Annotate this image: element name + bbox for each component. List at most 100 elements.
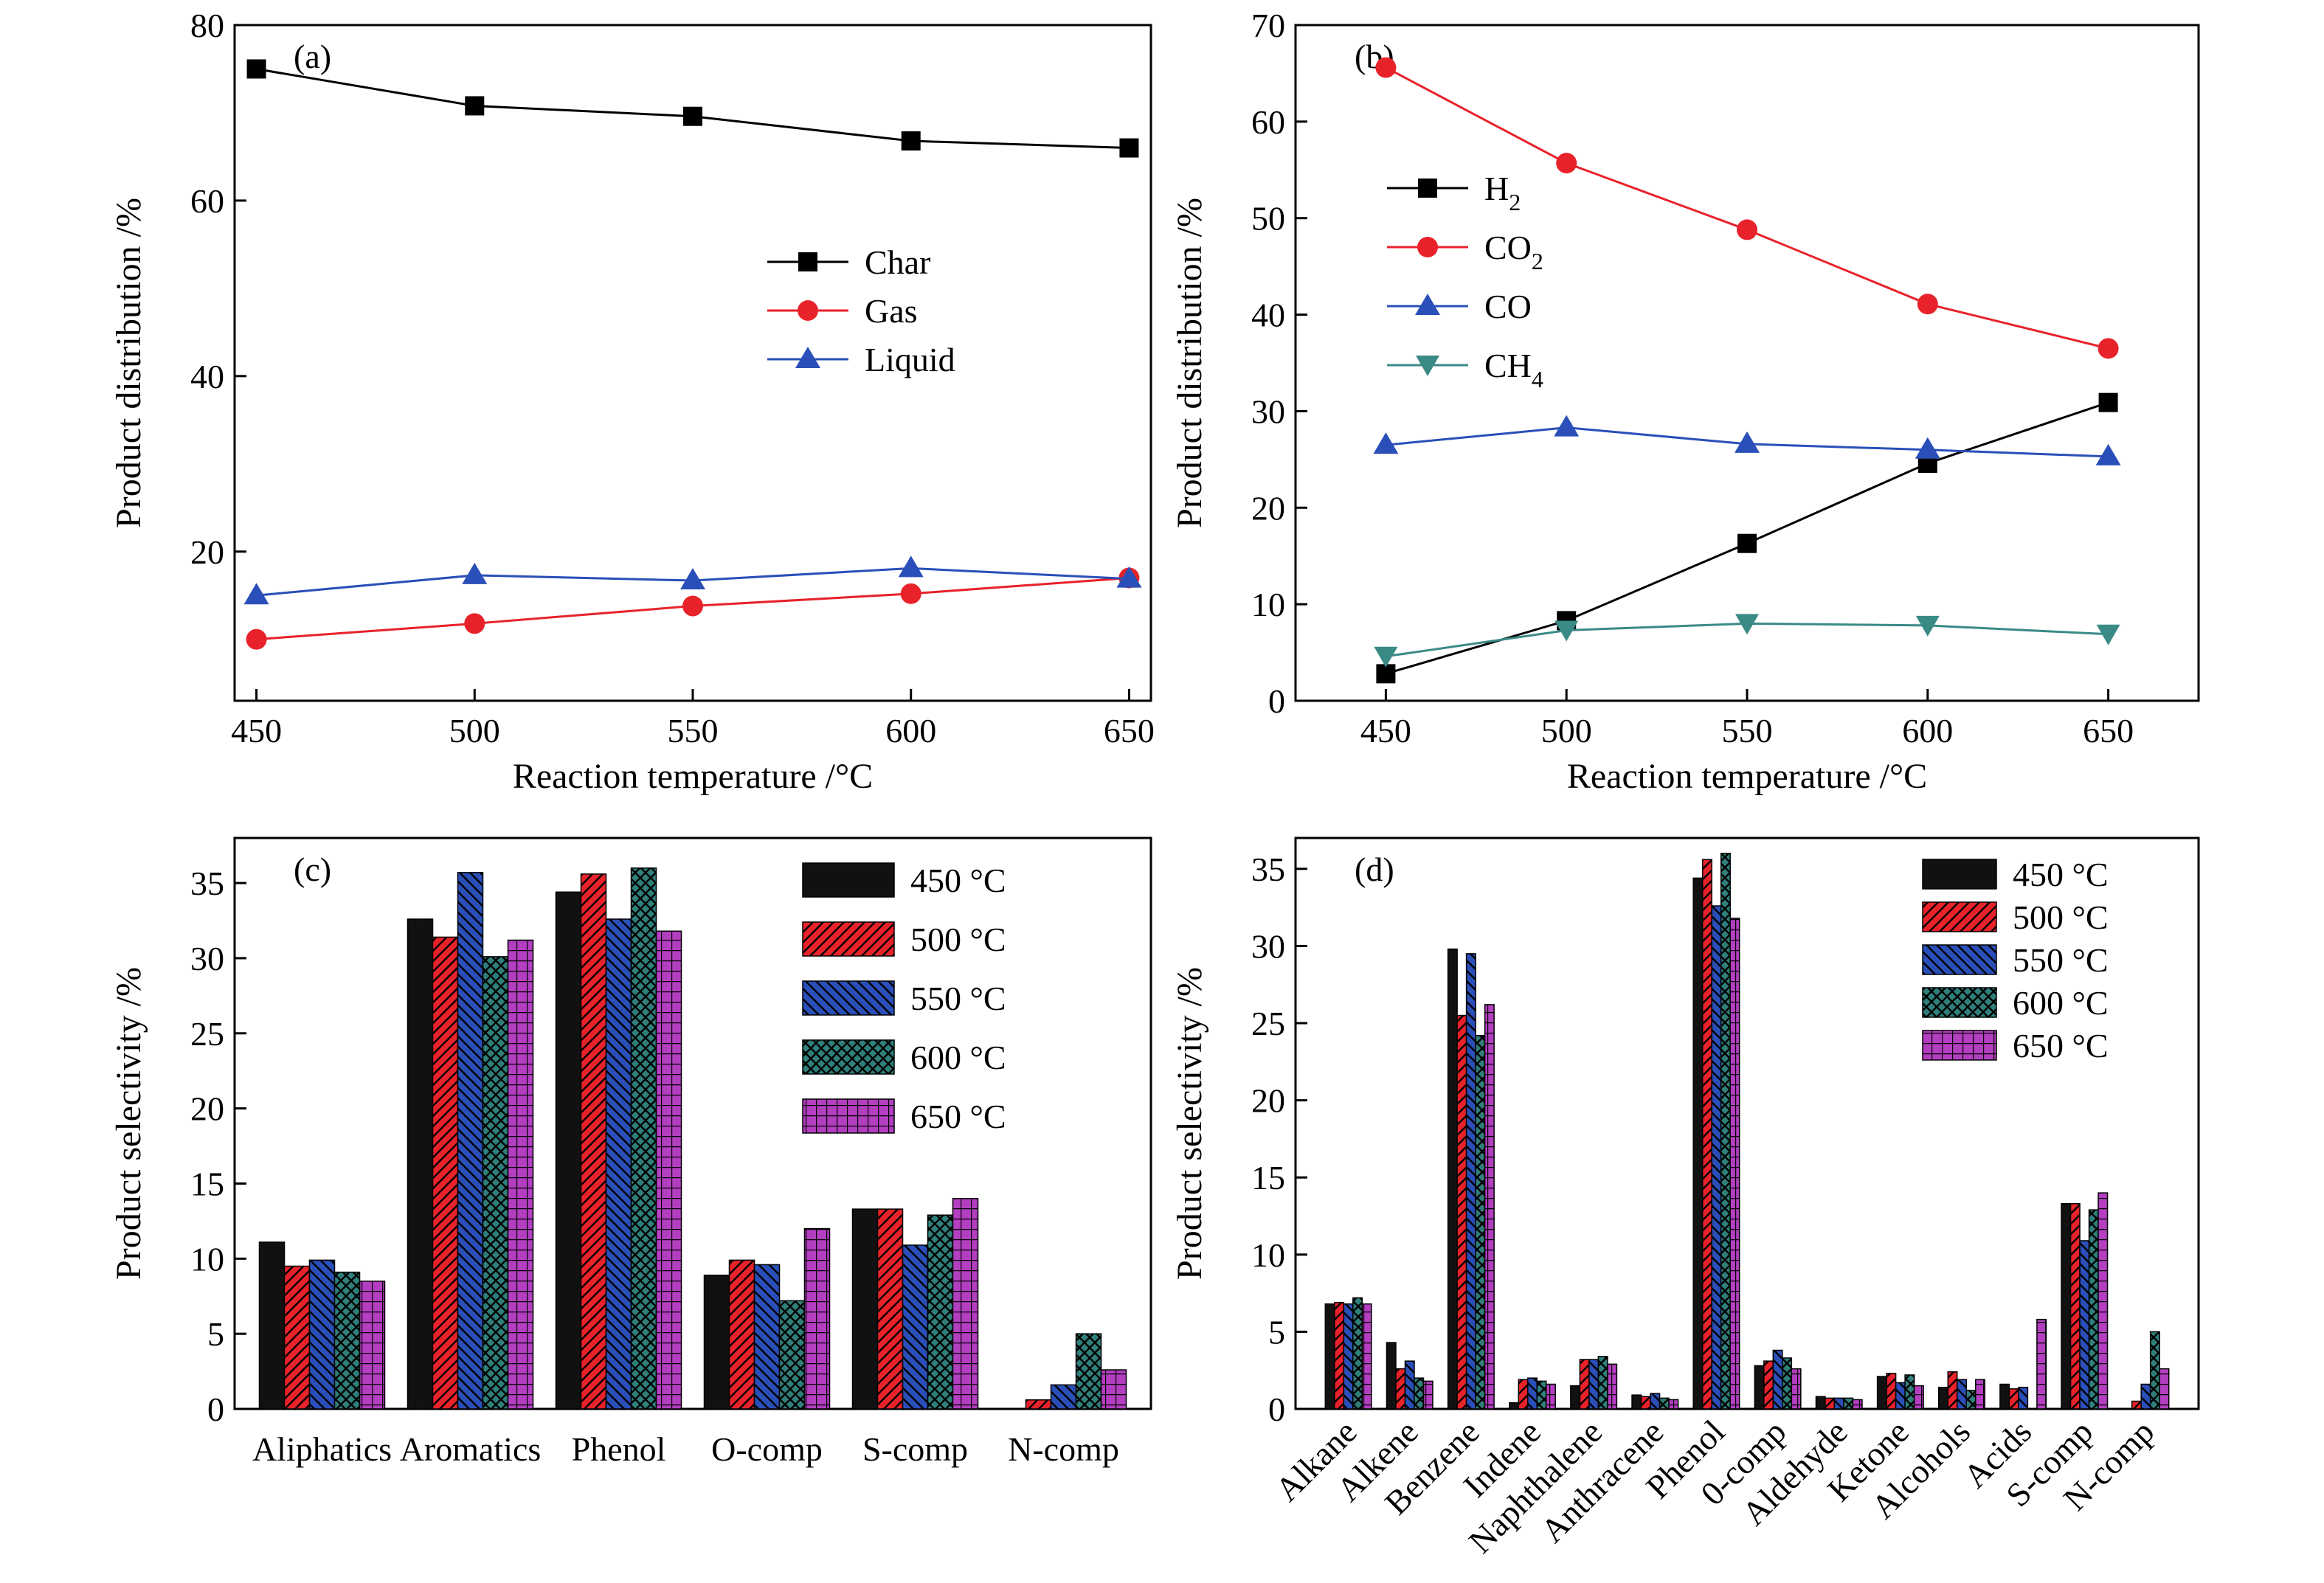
data-point: [2098, 338, 2119, 359]
bar-c: [778, 1300, 806, 1410]
panel-label: (d): [1355, 851, 1394, 888]
y-tick-label: 20: [190, 533, 224, 571]
bar-c: [927, 1214, 954, 1410]
data-point: [1119, 138, 1139, 158]
bar-c: [555, 891, 582, 1410]
bar-d: [1631, 1394, 1642, 1410]
bar-c: [655, 930, 682, 1410]
bar-d: [2159, 1368, 2170, 1410]
data-point: [682, 595, 703, 617]
bar-d: [1579, 1359, 1590, 1410]
legend-label: 450 °C: [2013, 856, 2109, 893]
bar-d: [1536, 1380, 1547, 1410]
y-tick-label: 0: [1268, 682, 1285, 720]
bar-d: [1475, 1035, 1486, 1410]
bar-d: [1395, 1368, 1406, 1410]
legend-marker: [798, 252, 817, 271]
bar-d: [2036, 1318, 2047, 1410]
bar-d: [1668, 1399, 1679, 1410]
bar-d: [2088, 1209, 2099, 1410]
legend-marker: [1415, 294, 1440, 315]
data-point: [2096, 624, 2120, 645]
bar-d: [2131, 1400, 2142, 1410]
data-point: [2098, 392, 2118, 412]
data-point: [462, 562, 488, 584]
bar-c: [753, 1264, 781, 1410]
bar-c: [902, 1244, 929, 1410]
bar-c: [803, 1227, 831, 1410]
bar-d: [1546, 1383, 1556, 1410]
x-tick-label: 500: [449, 712, 500, 749]
y-tick-label: 35: [190, 865, 224, 902]
bar-d: [1913, 1385, 1924, 1410]
bar-d: [1386, 1342, 1397, 1410]
x-tick-label: 450: [1360, 712, 1411, 749]
bar-c: [1050, 1384, 1077, 1410]
y-axis-title: Product selectivity /%: [1170, 967, 1209, 1280]
data-point: [464, 613, 485, 634]
y-tick-label: 10: [1251, 586, 1285, 623]
bar-d: [1659, 1397, 1670, 1410]
bar-d: [1640, 1396, 1651, 1410]
bar-d: [1791, 1368, 1802, 1410]
bar-d: [2061, 1203, 2072, 1410]
y-tick-label: 35: [1251, 851, 1285, 888]
bar-d: [1527, 1377, 1538, 1410]
data-point: [246, 628, 267, 650]
y-tick-label: 50: [1251, 200, 1285, 238]
legend-label: 600 °C: [910, 1039, 1006, 1076]
legend-marker: [1417, 237, 1438, 257]
x-tick-label: 650: [1104, 712, 1155, 749]
bar-d: [1999, 1383, 2010, 1410]
bar-d: [1334, 1301, 1345, 1410]
y-tick-label: 5: [207, 1315, 224, 1353]
legend-label: Liquid: [865, 341, 955, 378]
data-point: [1917, 294, 1938, 315]
legend-label: Char: [865, 243, 930, 281]
y-tick-label: 0: [1268, 1390, 1285, 1428]
bar-c: [876, 1208, 904, 1410]
bar-d: [1825, 1397, 1836, 1410]
data-point: [243, 583, 269, 605]
panel-label: (a): [294, 38, 331, 75]
bar-d: [2018, 1386, 2029, 1410]
legend-marker: [795, 347, 820, 368]
y-tick-label: 80: [190, 7, 224, 44]
legend-marker: [1416, 356, 1439, 376]
legend-label: 550 °C: [910, 980, 1006, 1017]
data-point: [1556, 153, 1577, 174]
legend-swatch: [1922, 944, 1997, 975]
data-point: [1554, 415, 1580, 437]
x-category-label: Phenol: [572, 1430, 666, 1468]
bar-d: [1938, 1386, 1948, 1410]
legend-swatch: [802, 862, 895, 898]
bar-d: [1754, 1365, 1765, 1410]
x-category-label: O-comp: [711, 1430, 823, 1468]
y-tick-label: 60: [1251, 103, 1285, 141]
data-point: [680, 568, 705, 590]
bar-d: [1509, 1402, 1519, 1410]
legend-swatch: [802, 1098, 895, 1134]
x-category-label: Aromatics: [400, 1430, 542, 1468]
bar-d: [1833, 1397, 1844, 1410]
x-tick-label: 600: [885, 712, 936, 749]
legend-swatch: [1922, 1030, 1997, 1061]
bar-d: [1975, 1379, 1985, 1410]
bar-d: [1650, 1393, 1661, 1410]
bar-c: [457, 872, 484, 1410]
bar-d: [2149, 1331, 2160, 1410]
data-point: [1554, 620, 1579, 642]
plot-frame: [1294, 836, 2200, 1410]
bar-d: [1772, 1349, 1783, 1410]
bar-d: [1763, 1360, 1774, 1410]
data-point: [898, 555, 924, 578]
bar-d: [1422, 1380, 1434, 1410]
y-tick-label: 30: [1251, 927, 1285, 965]
bar-d: [1815, 1396, 1826, 1410]
bar-d: [2140, 1383, 2151, 1410]
bar-d: [1361, 1303, 1372, 1410]
y-axis-title: Product selectivity /%: [109, 967, 148, 1280]
bar-c: [407, 918, 434, 1410]
legend-label: 550 °C: [2013, 941, 2109, 979]
